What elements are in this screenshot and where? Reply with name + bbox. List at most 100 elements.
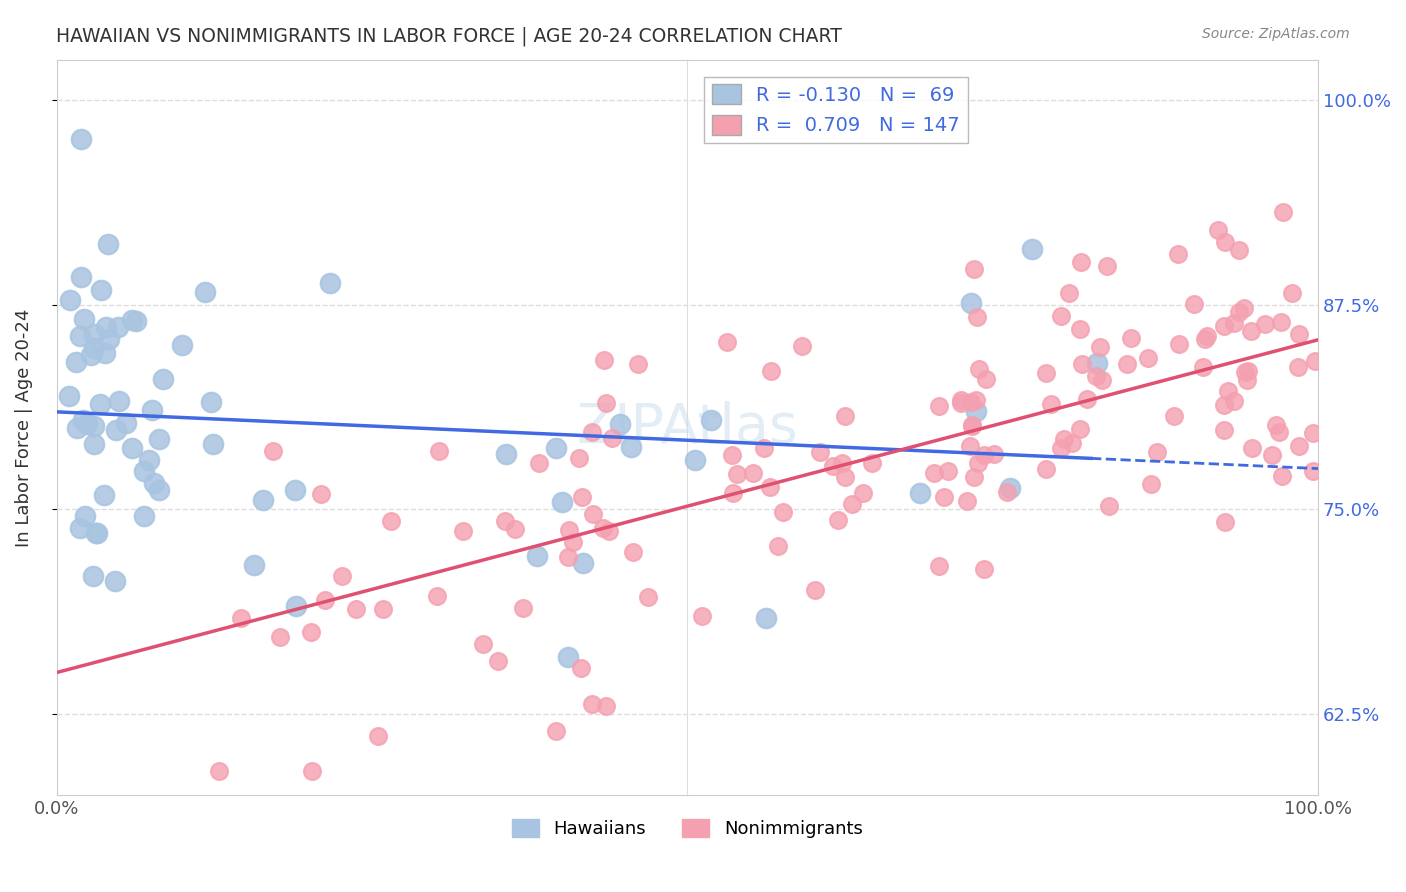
Point (132, 464, 155, 478)
Point (1237, 364, 1260, 378)
Point (89, 396, 111, 410)
Point (104, 423, 127, 437)
Point (1253, 318, 1275, 332)
Point (759, 480, 782, 494)
Y-axis label: In Labor Force | Age 20-24: In Labor Force | Age 20-24 (15, 309, 32, 547)
Point (546, 441, 568, 455)
Point (86, 525, 108, 540)
Text: ZIPAtlas: ZIPAtlas (576, 401, 799, 455)
Point (1115, 357, 1137, 371)
Point (121, 441, 143, 455)
Point (1267, 425, 1289, 439)
Point (716, 335, 738, 350)
Point (1271, 204, 1294, 219)
Point (1182, 297, 1205, 311)
Point (922, 466, 945, 480)
Point (1069, 322, 1091, 336)
Point (581, 425, 603, 439)
Point (581, 698, 603, 712)
Point (134, 509, 156, 524)
Point (1261, 448, 1284, 462)
Point (1206, 223, 1229, 237)
Point (380, 515, 402, 529)
Point (834, 409, 856, 423)
Point (76, 417, 98, 432)
Point (1271, 469, 1294, 483)
Point (1270, 315, 1292, 329)
Point (1000, 481, 1022, 495)
Point (80, 348, 103, 362)
Point (949, 396, 972, 410)
Point (471, 637, 494, 651)
Point (344, 602, 367, 616)
Point (595, 396, 617, 410)
Point (1222, 316, 1244, 330)
Point (69, 329, 91, 343)
Point (451, 524, 474, 538)
Point (1076, 392, 1098, 406)
Point (792, 339, 814, 353)
Point (1216, 384, 1239, 398)
Point (768, 539, 790, 553)
Point (725, 467, 748, 482)
Point (512, 601, 534, 615)
Point (609, 417, 631, 432)
Point (965, 393, 987, 408)
Point (1286, 360, 1309, 375)
Point (973, 448, 995, 462)
Point (569, 661, 592, 675)
Point (72, 412, 94, 426)
Point (1167, 246, 1189, 260)
Point (1084, 368, 1107, 383)
Point (598, 524, 620, 539)
Point (834, 469, 856, 483)
Point (973, 562, 995, 576)
Point (557, 550, 579, 565)
Point (558, 523, 581, 537)
Point (1095, 259, 1118, 273)
Point (1227, 305, 1250, 319)
Point (557, 650, 579, 665)
Point (960, 295, 983, 310)
Point (1140, 476, 1163, 491)
Point (318, 276, 340, 290)
Point (148, 483, 170, 497)
Point (1227, 243, 1250, 257)
Point (571, 490, 593, 504)
Point (1233, 301, 1256, 315)
Point (1146, 445, 1168, 459)
Point (1021, 243, 1043, 257)
Point (1194, 332, 1216, 346)
Point (620, 441, 643, 455)
Point (627, 357, 650, 371)
Point (593, 352, 616, 367)
Point (956, 493, 979, 508)
Point (841, 497, 863, 511)
Point (1091, 373, 1114, 387)
Point (960, 418, 983, 433)
Point (974, 372, 997, 386)
Point (252, 493, 274, 508)
Point (1236, 374, 1258, 388)
Point (97, 332, 120, 346)
Point (1053, 433, 1076, 447)
Point (1035, 366, 1057, 380)
Point (495, 447, 517, 461)
Point (831, 456, 853, 470)
Point (595, 699, 617, 714)
Point (93, 345, 115, 359)
Point (860, 456, 883, 470)
Point (1035, 462, 1057, 476)
Point (75, 508, 97, 523)
Point (759, 364, 782, 378)
Point (1057, 286, 1080, 301)
Point (960, 395, 983, 409)
Point (568, 450, 591, 465)
Point (207, 764, 229, 778)
Point (66, 421, 89, 435)
Point (84, 525, 107, 540)
Point (960, 419, 983, 434)
Point (967, 362, 990, 376)
Point (1062, 436, 1084, 450)
Point (152, 371, 174, 385)
